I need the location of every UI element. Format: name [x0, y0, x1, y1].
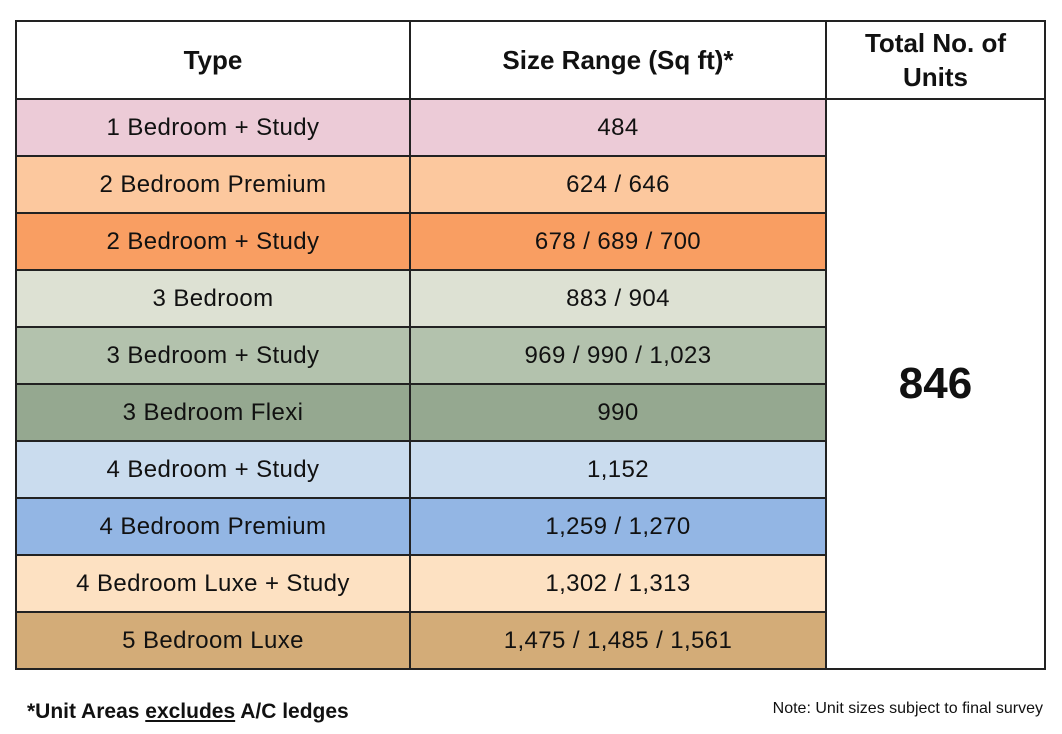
table-row: 4 Bedroom Luxe + Study 1,302 / 1,313: [15, 554, 1045, 613]
header-total-units-label: Total No. of Units: [864, 28, 1007, 92]
table-header-row: Type Size Range (Sq ft)* Total No. of Un…: [15, 20, 1046, 100]
size-range-cell: 883 / 904: [409, 269, 827, 328]
size-range-cell: 624 / 646: [409, 155, 827, 214]
size-range-cell: 1,152: [409, 440, 827, 499]
unit-type-cell: 3 Bedroom Flexi: [15, 383, 411, 442]
unit-type-cell: 3 Bedroom + Study: [15, 326, 411, 385]
header-total-units: Total No. of Units: [825, 20, 1046, 100]
table-row: 3 Bedroom 883 / 904: [15, 269, 1045, 328]
table-row: 3 Bedroom + Study 969 / 990 / 1,023: [15, 326, 1045, 385]
header-type: Type: [15, 20, 411, 100]
table-row: 1 Bedroom + Study 484 846: [15, 98, 1046, 670]
unit-type-cell: 3 Bedroom: [15, 269, 411, 328]
footnote-suffix: A/C ledges: [235, 700, 349, 723]
size-range-cell: 1,259 / 1,270: [409, 497, 827, 556]
table-row: 5 Bedroom Luxe 1,475 / 1,485 / 1,561: [15, 611, 1045, 670]
footnote-emphasis: excludes: [145, 700, 236, 723]
unit-type-cell: 1 Bedroom + Study: [15, 98, 411, 157]
footnote-prefix: *Unit Areas: [27, 700, 146, 723]
size-range-cell: 969 / 990 / 1,023: [409, 326, 827, 385]
table-body: 1 Bedroom + Study 484 846 2 Bedroom Premium…: [15, 98, 1046, 670]
survey-note: Note: Unit sizes subject to final survey: [772, 700, 1043, 717]
size-range-cell: 484: [409, 98, 827, 157]
header-size-range: Size Range (Sq ft)*: [409, 20, 827, 100]
size-range-cell: 1,302 / 1,313: [409, 554, 827, 613]
size-range-cell: 1,475 / 1,485 / 1,561: [409, 611, 827, 670]
table-row: 3 Bedroom Flexi 990: [15, 383, 1045, 442]
table-row: 2 Bedroom Premium 624 / 646: [15, 155, 1045, 214]
total-units-value: 846: [825, 98, 1046, 670]
unit-mix-table: Type Size Range (Sq ft)* Total No. of Un…: [15, 20, 1046, 670]
table-row: 4 Bedroom + Study 1,152: [15, 440, 1045, 499]
unit-area-footnote: *Unit Areas excludes A/C ledges: [27, 700, 349, 724]
unit-type-cell: 4 Bedroom Premium: [15, 497, 411, 556]
unit-type-cell: 2 Bedroom + Study: [15, 212, 411, 271]
unit-type-cell: 5 Bedroom Luxe: [15, 611, 411, 670]
table-row: 2 Bedroom + Study 678 / 689 / 700: [15, 212, 1045, 271]
table-row: 4 Bedroom Premium 1,259 / 1,270: [15, 497, 1045, 556]
unit-type-cell: 2 Bedroom Premium: [15, 155, 411, 214]
size-range-cell: 990: [409, 383, 827, 442]
unit-type-cell: 4 Bedroom + Study: [15, 440, 411, 499]
size-range-cell: 678 / 689 / 700: [409, 212, 827, 271]
unit-type-cell: 4 Bedroom Luxe + Study: [15, 554, 411, 613]
